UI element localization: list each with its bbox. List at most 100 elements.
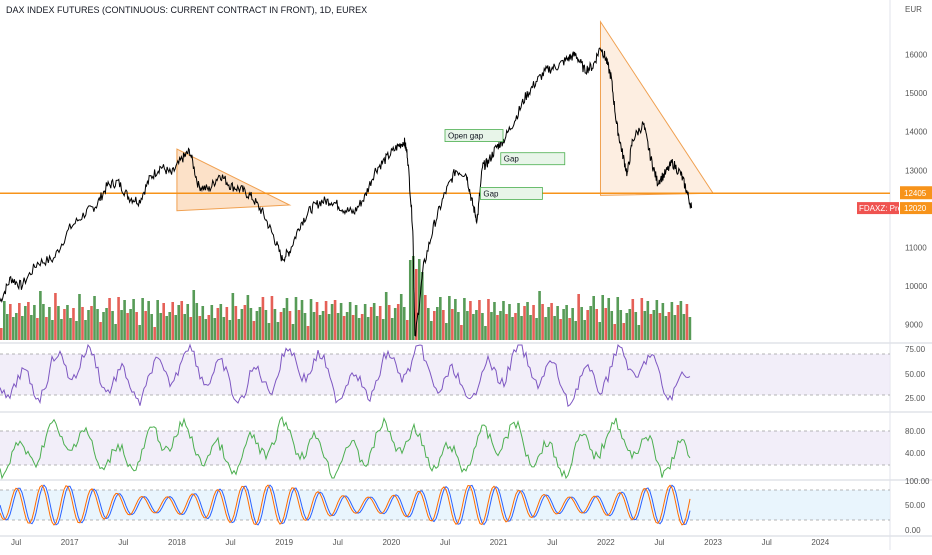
volume-bar [408, 260, 412, 340]
volume-bar [3, 301, 6, 340]
rsi-tick-label: 25.00 [905, 394, 926, 403]
stoch-tick-label: 0.00 [905, 526, 921, 535]
volume-bar [372, 303, 376, 340]
volume-bar [487, 299, 490, 340]
volume-bar [138, 325, 141, 340]
volume-bar [493, 302, 496, 340]
volume-bar [360, 314, 364, 340]
volume-bar [649, 314, 653, 340]
time-tick-label: Jul [440, 538, 450, 547]
pattern-triangle [599, 20, 714, 196]
currency-label: EUR [905, 5, 922, 14]
volume-bar [81, 307, 84, 340]
volume-bar [123, 300, 126, 340]
time-tick-label: Jul [225, 538, 235, 547]
volume-bar [228, 320, 232, 340]
volume-bar [48, 307, 51, 340]
volume-bar [69, 318, 72, 340]
stoch-d-line [0, 484, 691, 526]
volume-bar [243, 305, 247, 340]
volume-bar [556, 306, 559, 340]
volume-bar [42, 304, 45, 340]
volume-bar [333, 300, 337, 340]
stoch-band [0, 490, 890, 520]
volume-bar [54, 293, 57, 340]
volume-bar [399, 294, 403, 340]
volume-bar [192, 290, 196, 340]
volume-bar [177, 305, 181, 340]
volume-bar [108, 298, 111, 340]
time-tick-label: 2024 [811, 538, 829, 547]
volume-bar [120, 310, 123, 340]
volume-bar [550, 303, 553, 340]
stoch-k-line [0, 484, 691, 526]
volume-bar [255, 311, 259, 340]
volume-bar [414, 269, 418, 340]
volume-bar [0, 328, 3, 340]
volume-bar [132, 299, 135, 340]
time-tick-label: 2018 [168, 538, 186, 547]
volume-bar [583, 320, 586, 340]
volume-bar [436, 307, 439, 340]
annotation-box [479, 187, 543, 200]
volume-bar [520, 316, 523, 340]
volume-bar [679, 301, 683, 340]
annotation-label: Gap [504, 155, 520, 164]
volume-bar [156, 300, 159, 340]
time-tick-label: Jul [762, 538, 772, 547]
volume-bar [433, 311, 436, 340]
price-tick-label: 14000 [905, 128, 928, 137]
volume-bar [496, 315, 499, 340]
volume-bar [625, 313, 629, 340]
volume-bar [150, 314, 153, 340]
volume-bar [475, 310, 478, 340]
volume-bar [448, 296, 451, 340]
volume-bar [526, 302, 529, 340]
volume-bar [544, 317, 547, 340]
volume-bar [264, 310, 268, 340]
volume-bar [345, 312, 349, 340]
volume-bar [535, 318, 538, 340]
volume-bar [174, 315, 178, 340]
volume-bar [363, 304, 367, 340]
time-tick-label: 2017 [61, 538, 79, 547]
volume-bar [162, 303, 165, 340]
volume-bar [312, 312, 316, 340]
volume-bar [291, 324, 295, 340]
volume-bar [469, 301, 472, 340]
volume-bar [189, 317, 193, 340]
volume-bar [511, 317, 514, 340]
volume-bar [463, 298, 466, 340]
osc2-line [0, 416, 691, 480]
volume-bar [300, 300, 304, 340]
price-tick-label: 11000 [905, 243, 927, 252]
volume-bar [165, 316, 168, 340]
volume-bar [643, 311, 647, 340]
volume-bar [411, 256, 415, 340]
volume-bar [667, 312, 671, 340]
volume-bar [514, 313, 517, 340]
volume-bar [102, 312, 105, 340]
annotation-box [500, 152, 566, 166]
volume-bar [66, 305, 69, 340]
volume-bar [405, 320, 409, 340]
volume-bar [577, 294, 580, 340]
stoch-tick-label: 100.00 [905, 477, 930, 486]
volume-bar [598, 322, 602, 340]
chart-title: DAX INDEX FUTURES (CONTINUOUS: CURRENT C… [6, 5, 368, 15]
volume-bar [60, 319, 63, 340]
volume-bar [670, 302, 674, 340]
volume-bar [78, 294, 81, 340]
volume-bar [216, 308, 220, 340]
volume-bar [637, 325, 641, 340]
volume-bar [105, 308, 108, 340]
volume-bar [502, 301, 505, 340]
volume-bar [628, 309, 632, 340]
volume-bar [646, 301, 650, 340]
time-tick-label: 2019 [275, 538, 293, 547]
volume-bar [18, 303, 21, 340]
osc2-tick-label: 40.00 [905, 449, 926, 458]
volume-bar [33, 305, 36, 340]
volume-bar [210, 305, 214, 340]
